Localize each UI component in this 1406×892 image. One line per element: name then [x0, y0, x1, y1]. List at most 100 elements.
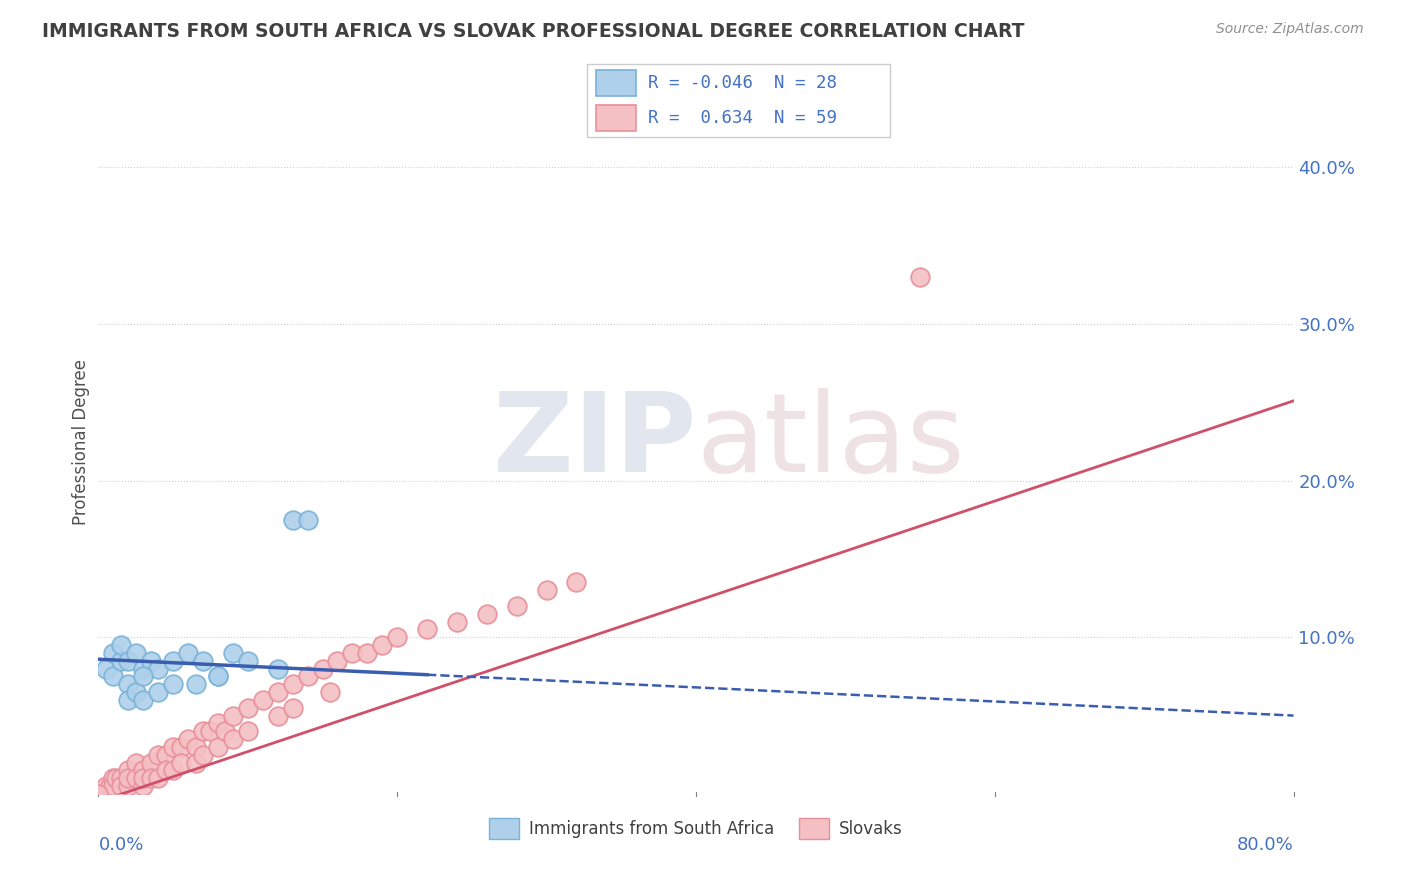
Point: [125, 646, 148, 660]
Text: Source: ZipAtlas.com: Source: ZipAtlas.com: [1216, 22, 1364, 37]
Point: [236, 700, 259, 714]
Point: [162, 654, 184, 668]
Point: [536, 583, 558, 598]
Point: [148, 685, 170, 699]
Text: atlas: atlas: [696, 388, 965, 495]
Point: [169, 739, 191, 754]
Text: IMMIGRANTS FROM SOUTH AFRICA VS SLOVAK PROFESSIONAL DEGREE CORRELATION CHART: IMMIGRANTS FROM SOUTH AFRICA VS SLOVAK P…: [42, 22, 1025, 41]
Point: [132, 669, 155, 683]
Point: [184, 677, 207, 691]
Point: [103, 779, 125, 793]
Point: [110, 779, 132, 793]
Point: [207, 739, 229, 754]
Point: [117, 654, 139, 668]
Point: [117, 771, 139, 785]
Point: [162, 739, 184, 754]
Point: [132, 771, 155, 785]
Point: [125, 756, 148, 770]
Point: [356, 646, 378, 660]
Point: [191, 654, 214, 668]
Point: [311, 662, 333, 676]
Point: [297, 513, 319, 527]
Point: [117, 779, 139, 793]
Point: [191, 724, 214, 739]
Point: [98, 779, 122, 793]
Point: [222, 646, 245, 660]
Point: [103, 669, 125, 683]
Point: [169, 756, 191, 770]
Point: [475, 607, 498, 621]
Point: [506, 599, 529, 613]
Point: [155, 764, 177, 778]
Point: [200, 724, 222, 739]
Point: [184, 756, 207, 770]
Text: ZIP: ZIP: [492, 388, 696, 495]
Point: [252, 693, 274, 707]
Point: [110, 654, 132, 668]
Point: [222, 708, 245, 723]
Point: [236, 654, 259, 668]
Point: [103, 646, 125, 660]
Point: [125, 685, 148, 699]
Point: [207, 669, 229, 683]
Point: [267, 708, 290, 723]
Point: [94, 779, 117, 793]
Point: [326, 654, 349, 668]
Point: [139, 771, 162, 785]
FancyBboxPatch shape: [596, 70, 636, 95]
Point: [148, 747, 170, 762]
Point: [132, 779, 155, 793]
Point: [281, 677, 304, 691]
Point: [371, 638, 394, 652]
Point: [446, 615, 468, 629]
Point: [342, 646, 364, 660]
Point: [319, 685, 342, 699]
Point: [177, 732, 200, 747]
Point: [139, 654, 162, 668]
Point: [103, 771, 125, 785]
Text: 0.0%: 0.0%: [98, 836, 143, 855]
Point: [222, 732, 245, 747]
Point: [148, 771, 170, 785]
Point: [105, 771, 128, 785]
Point: [565, 575, 588, 590]
Point: [139, 756, 162, 770]
Point: [416, 623, 439, 637]
Point: [125, 771, 148, 785]
Point: [132, 764, 155, 778]
FancyBboxPatch shape: [596, 105, 636, 130]
Point: [110, 638, 132, 652]
Text: R =  0.634  N = 59: R = 0.634 N = 59: [648, 109, 838, 127]
Point: [117, 764, 139, 778]
Point: [94, 662, 117, 676]
Point: [117, 677, 139, 691]
Point: [267, 685, 290, 699]
Point: [162, 677, 184, 691]
Point: [184, 739, 207, 754]
Point: [162, 764, 184, 778]
Point: [207, 716, 229, 731]
Point: [117, 693, 139, 707]
Point: [908, 270, 931, 285]
Point: [281, 513, 304, 527]
Point: [155, 747, 177, 762]
Point: [267, 662, 290, 676]
Point: [281, 700, 304, 714]
Text: R = -0.046  N = 28: R = -0.046 N = 28: [648, 74, 838, 92]
Point: [177, 646, 200, 660]
Point: [132, 693, 155, 707]
Point: [214, 724, 236, 739]
Point: [385, 630, 409, 644]
Point: [236, 724, 259, 739]
Point: [87, 787, 110, 801]
Point: [207, 669, 229, 683]
Point: [110, 771, 132, 785]
Y-axis label: Professional Degree: Professional Degree: [72, 359, 90, 524]
Point: [191, 747, 214, 762]
Point: [132, 662, 155, 676]
Text: 80.0%: 80.0%: [1237, 836, 1294, 855]
FancyBboxPatch shape: [586, 64, 890, 136]
Point: [297, 669, 319, 683]
Point: [148, 662, 170, 676]
Legend: Immigrants from South Africa, Slovaks: Immigrants from South Africa, Slovaks: [482, 812, 910, 846]
